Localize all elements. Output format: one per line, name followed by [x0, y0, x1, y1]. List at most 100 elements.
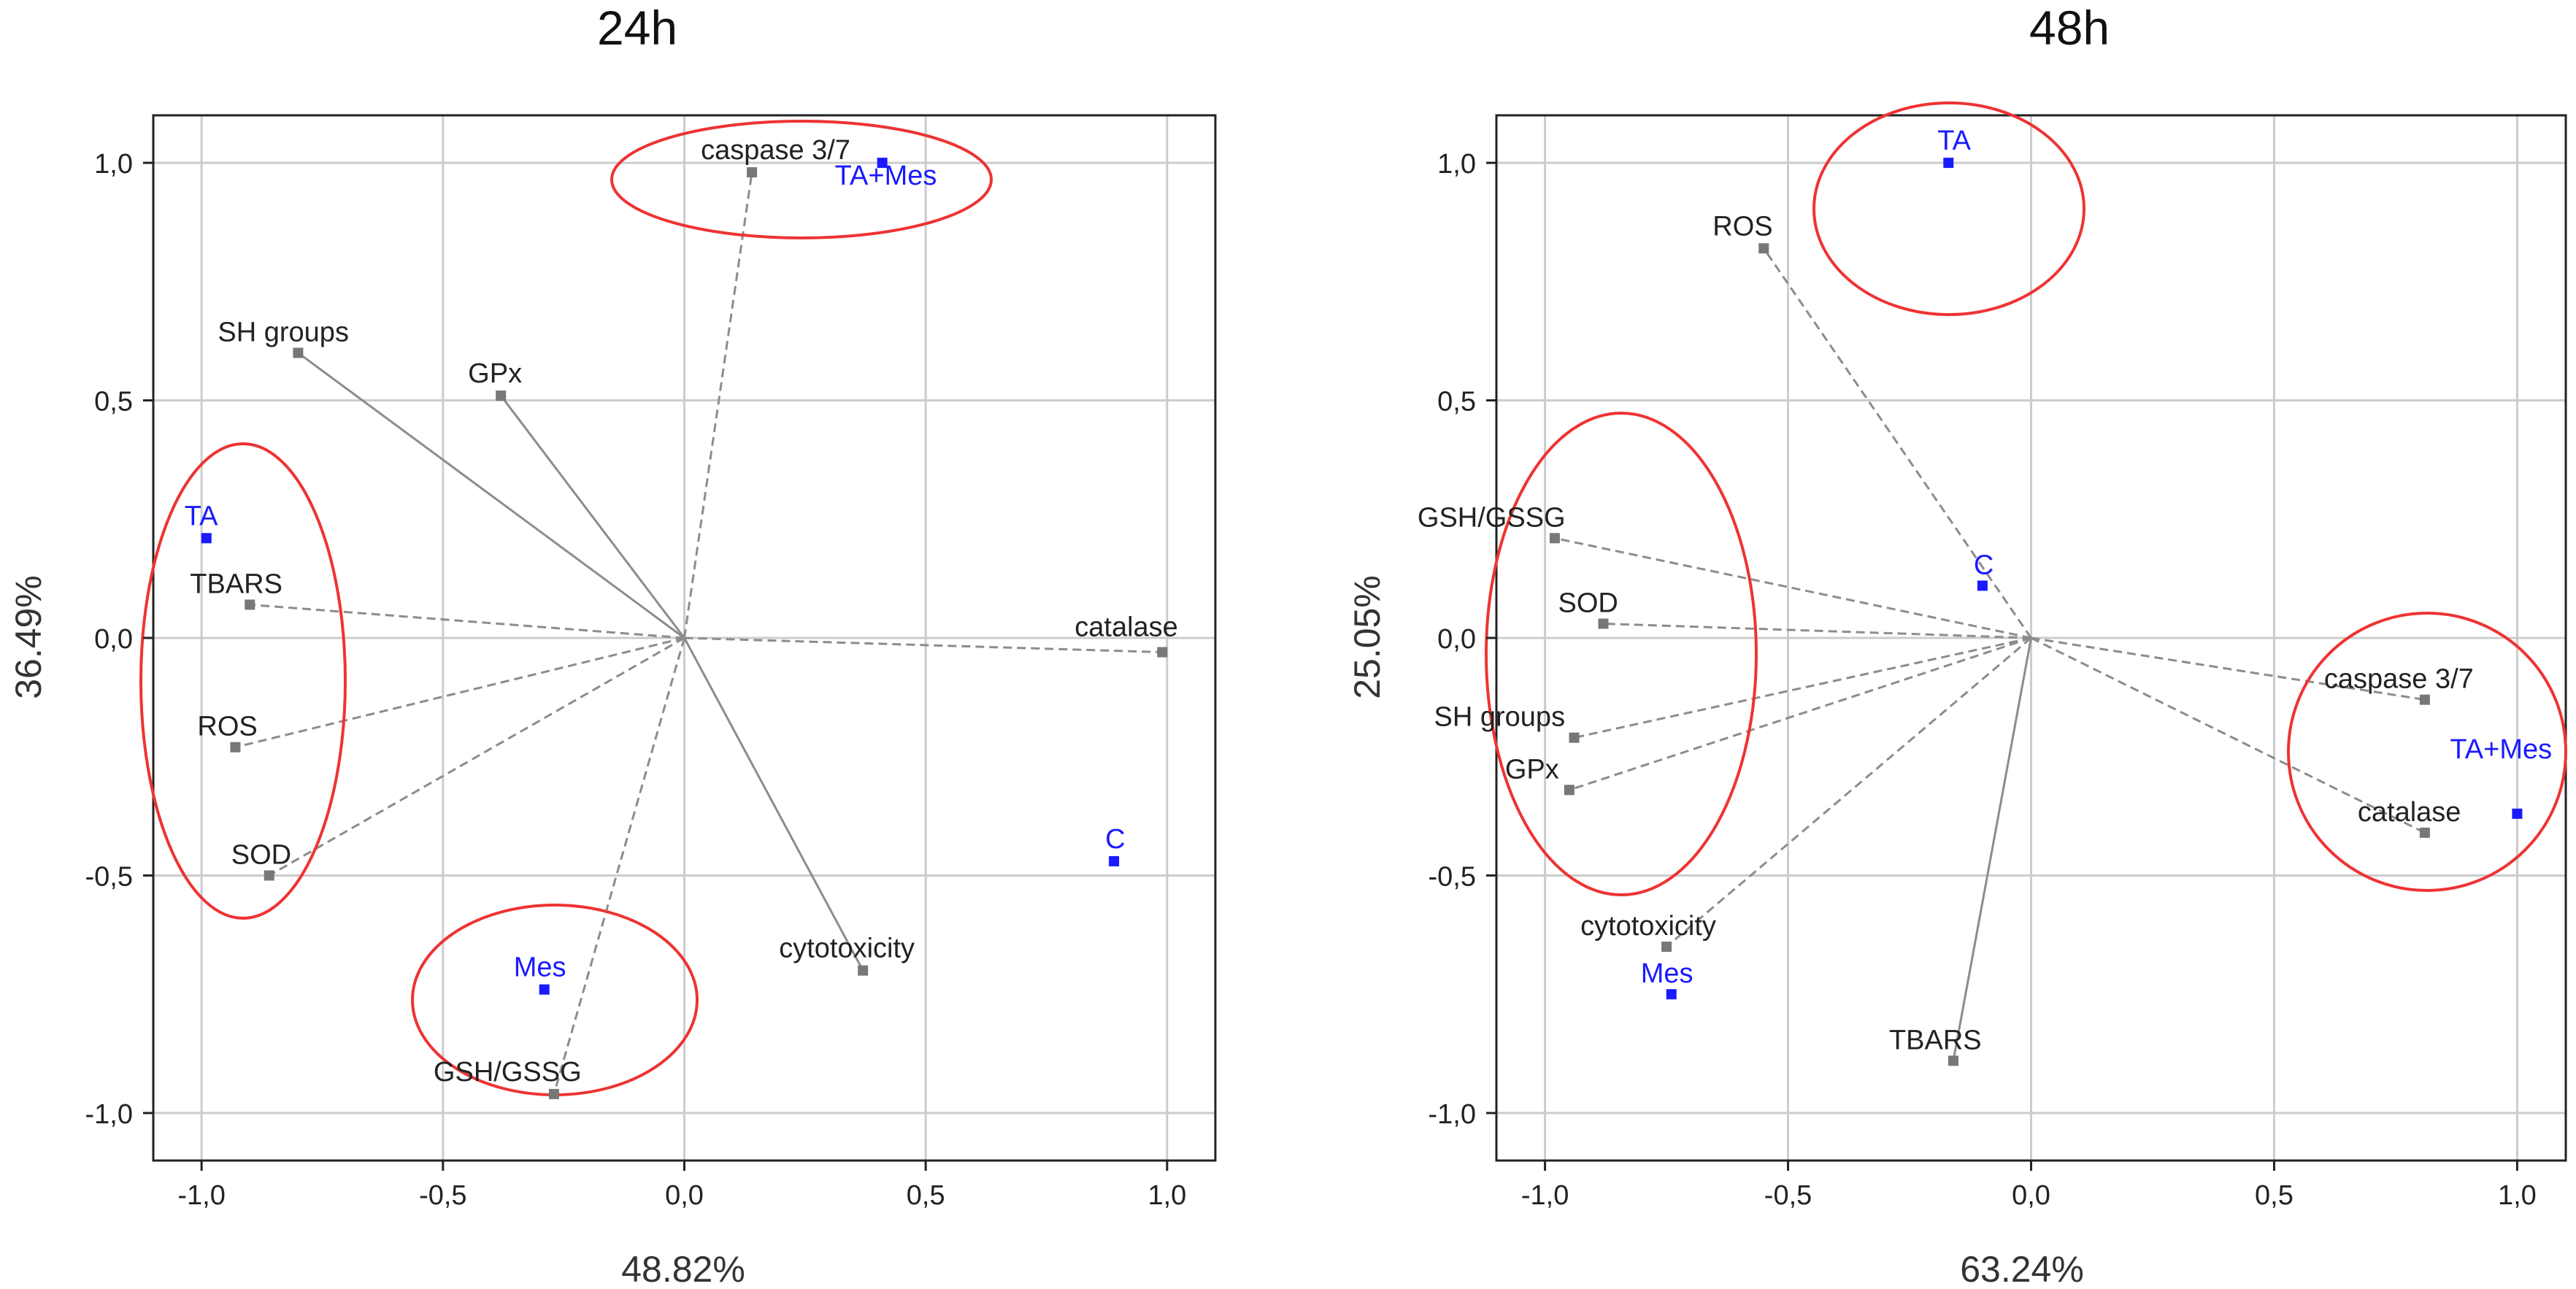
variable-label-ros-24h: ROS	[197, 712, 257, 742]
vector-caspase-3-7-24h	[683, 172, 753, 639]
biplot-24h: -1,0 1,0 -0,5 0,5 0,0 0,0 0,5 -0,5 1,0 -1,0 caspa…	[8, 114, 1217, 1289]
variable-label-cytotoxicity-48h: cytotoxicity	[1580, 911, 1716, 942]
variable-label-ros-48h: ROS	[1712, 211, 1772, 242]
case-label-ta-mes-24h: TA+Mes	[835, 161, 937, 191]
y-tick-label: 1,0	[94, 149, 133, 180]
case-point-mes-48h	[1666, 989, 1677, 1000]
variable-vectors-24h	[235, 172, 1163, 1095]
vector-sod-24h	[268, 636, 685, 877]
variable-point-sh-groups-24h	[293, 347, 304, 358]
variable-label-sh-groups-24h: SH groups	[218, 317, 349, 347]
variable-vectors-48h	[1554, 247, 2426, 1061]
chart-panel-48h: 48h -1,0 1,0 -0,5 0,5 0,0 0,0 0,5 -0,5 1,0 -1,0 R…	[1285, 0, 2576, 1289]
x-tick-label: 1,0	[1147, 1180, 1186, 1211]
y-tick-label: 0,0	[94, 624, 133, 655]
variable-label-sh-groups-48h: SH groups	[1434, 702, 1566, 733]
variable-point-sod-48h	[1598, 618, 1609, 629]
tick-labels-24h: -1,0 1,0 -0,5 0,5 0,0 0,0 0,5 -0,5 1,0 -1,0	[85, 149, 1187, 1211]
variable-label-sod-24h: SOD	[231, 839, 291, 870]
x-tick-label: 0,5	[907, 1180, 945, 1211]
vector-gsh-gssg-48h	[1554, 536, 2031, 639]
vector-sod-48h	[1603, 622, 2031, 639]
y-tick-label: 0,5	[94, 387, 133, 418]
variable-label-catalase-24h: catalase	[1074, 612, 1178, 643]
vector-ros-24h	[235, 636, 685, 749]
case-point-mes-24h	[539, 984, 550, 995]
variable-label-caspase-3-7-24h: caspase 3/7	[701, 135, 850, 166]
variable-point-sh-groups-48h	[1569, 732, 1580, 743]
case-point-ta-mes-48h	[2512, 808, 2523, 819]
case-point-c-24h	[1109, 855, 1120, 866]
x-tick-label: 1,0	[2498, 1180, 2537, 1211]
x-tick-label: -0,5	[1764, 1180, 1812, 1211]
y-axis-label-48h: 25.05%	[1347, 575, 1388, 699]
case-label-ta-mes-48h: TA+Mes	[2450, 734, 2552, 765]
vector-caspase-3-7-48h	[2031, 636, 2426, 701]
y-tick-label: -1,0	[1429, 1099, 1476, 1130]
case-point-c-48h	[1977, 580, 1988, 591]
x-tick-label: 0,0	[2012, 1180, 2050, 1211]
variable-point-gpx-24h	[496, 390, 507, 401]
case-point-ta-mes-24h	[877, 158, 888, 169]
vector-catalase-24h	[684, 636, 1163, 654]
case-point-ta-48h	[1943, 158, 1954, 169]
x-tick-label: -1,0	[177, 1180, 225, 1211]
y-tick-label: -0,5	[85, 861, 133, 892]
variable-point-ros-48h	[1758, 243, 1769, 254]
x-tick-label: -0,5	[419, 1180, 466, 1211]
variable-point-catalase-24h	[1157, 647, 1168, 658]
variable-label-gsh-gssg-24h: GSH/GSSG	[434, 1057, 582, 1088]
variable-label-gsh-gssg-48h: GSH/GSSG	[1418, 502, 1566, 533]
variable-label-sod-48h: SOD	[1558, 588, 1618, 618]
case-point-ta-24h	[201, 533, 212, 544]
chart-panel-24h: 24h -1,0 1,0 -0,5 0,5 0,0 0,0 0,5 -0,5 1,0 -1,0 c…	[0, 0, 1285, 1289]
variable-point-tbars-24h	[245, 599, 255, 610]
x-axis-label-24h: 48.82%	[621, 1249, 745, 1289]
variable-point-cytotoxicity-48h	[1661, 942, 1672, 953]
variable-point-ros-24h	[230, 742, 241, 753]
variable-point-gsh-gssg-24h	[548, 1088, 559, 1099]
variable-point-tbars-48h	[1948, 1055, 1958, 1066]
vector-tbars-48h	[1952, 637, 2032, 1061]
points-48h: ROS GSH/GSSG SOD SH groups GPx cytotoxicity TB…	[1418, 126, 2552, 1066]
cluster-ellipse-2-48h	[1485, 412, 1758, 896]
chart-title-24h-text: 24h	[597, 1, 678, 55]
vector-sh-groups-48h	[1574, 636, 2031, 739]
cluster-ellipses-48h	[1485, 101, 2567, 896]
vector-ros-48h	[1763, 247, 2032, 639]
x-axis-label-48h: 63.24%	[1960, 1249, 2084, 1289]
variable-label-gpx-24h: GPx	[468, 358, 522, 389]
y-axis-label-24h: 36.49%	[8, 575, 49, 699]
x-tick-label: 0,5	[2255, 1180, 2294, 1211]
cluster-ellipse-2-24h	[139, 442, 347, 920]
y-tick-label: -0,5	[1429, 861, 1476, 892]
cluster-ellipse-1-24h	[610, 120, 993, 239]
variable-label-gpx-48h: GPx	[1505, 754, 1559, 785]
y-tick-label: -1,0	[85, 1099, 133, 1130]
vector-sh-groups-24h	[297, 352, 685, 639]
y-tick-label: 0,0	[1437, 624, 1476, 655]
variable-point-cytotoxicity-24h	[858, 965, 869, 976]
case-label-c-48h: C	[1974, 550, 1993, 580]
variable-point-caspase-3-7-48h	[2419, 694, 2430, 705]
cluster-ellipses-24h	[139, 120, 993, 1096]
vector-gsh-gssg-24h	[553, 637, 685, 1095]
vector-cytotoxicity-48h	[1666, 636, 2032, 948]
variable-point-caspase-3-7-24h	[747, 167, 758, 178]
variable-point-gsh-gssg-48h	[1549, 533, 1560, 544]
x-tick-label: -1,0	[1521, 1180, 1569, 1211]
tick-labels-48h: -1,0 1,0 -0,5 0,5 0,0 0,0 0,5 -0,5 1,0 -1,0	[1429, 149, 2537, 1211]
vector-gpx-24h	[499, 395, 685, 639]
case-label-c-24h: C	[1105, 824, 1125, 855]
vector-cytotoxicity-24h	[683, 637, 864, 971]
variable-label-caspase-3-7-48h: caspase 3/7	[2324, 664, 2474, 695]
variable-label-cytotoxicity-24h: cytotoxicity	[779, 934, 915, 964]
variable-label-catalase-48h: catalase	[2358, 797, 2461, 828]
case-label-ta-48h: TA	[1937, 126, 1971, 156]
points-24h: caspase 3/7 SH groups GPx TBARS ROS SOD catala…	[185, 135, 1178, 1099]
chart-title-48h-text: 48h	[2029, 1, 2110, 55]
cluster-ellipse-3-48h	[2287, 612, 2567, 892]
variable-point-sod-24h	[264, 870, 274, 881]
y-tick-label: 0,5	[1437, 387, 1476, 418]
biplot-48h: -1,0 1,0 -0,5 0,5 0,0 0,0 0,5 -0,5 1,0 -1,0 ROS GS…	[1347, 101, 2567, 1289]
